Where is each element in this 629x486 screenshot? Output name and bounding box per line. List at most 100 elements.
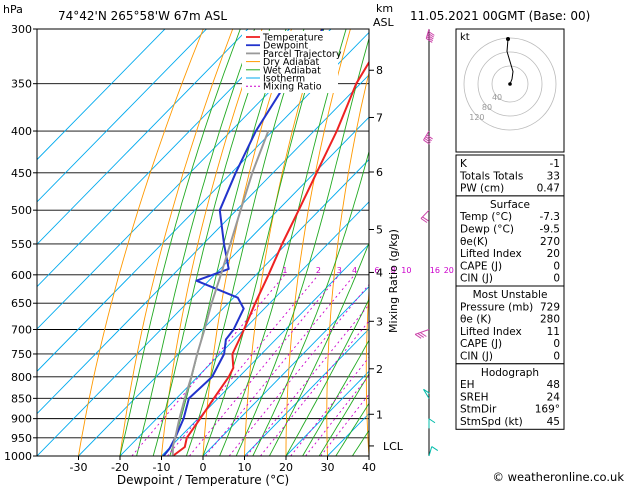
temperature-tick-label: 0 [200, 461, 207, 474]
wet-adiabat-line [152, 29, 271, 456]
km-tick-label: 7 [376, 111, 383, 124]
dry-adiabat-line [244, 29, 322, 456]
temperature-tick-label: 40 [362, 461, 376, 474]
mixing-ratio-label: 1 [282, 266, 287, 275]
isotherm-line [37, 116, 369, 456]
isotherm-line [37, 29, 166, 161]
index-label: CAPE (J) [460, 260, 502, 272]
index-value: 24 [547, 391, 561, 403]
pressure-tick-label: 1000 [4, 450, 32, 463]
temperature-tick-label: -20 [111, 461, 129, 474]
asl-label: ASL [373, 16, 395, 29]
index-label: Lifted Index [460, 248, 522, 260]
index-value: 280 [540, 314, 560, 326]
dewpoint-line [162, 29, 324, 456]
dry-adiabat-line [285, 29, 351, 456]
mixing-ratio-line [305, 374, 369, 456]
index-label: Pressure (mb) [460, 301, 533, 313]
section-title: Surface [490, 199, 530, 211]
pressure-tick-label: 550 [11, 238, 32, 251]
legend-entry: Temperature [262, 33, 323, 44]
index-value: 0 [553, 351, 560, 363]
legend-entry: Isotherm [263, 74, 305, 85]
index-value: 45 [547, 416, 560, 428]
wet-adiabat-line [235, 36, 369, 456]
pressure-tick-label: 950 [11, 432, 32, 445]
index-label: CIN (J) [460, 351, 493, 363]
wet-adiabat-line [285, 298, 369, 456]
plot-frame [36, 28, 370, 457]
wind-barb [428, 446, 439, 457]
pressure-tick-label: 450 [11, 167, 32, 180]
wet-adiabat-line [119, 29, 241, 456]
index-label: Lifted Index [460, 326, 522, 338]
mixing-ratio-label: 3 [337, 266, 342, 275]
index-label: θe(K) [460, 236, 488, 248]
km-tick-label: 8 [376, 64, 383, 77]
grid-lines [37, 29, 369, 456]
mixing-ratio-line [290, 356, 369, 456]
wet-adiabats [119, 29, 369, 456]
km-tick-label: 6 [376, 166, 383, 179]
pressure-tick-label: 350 [11, 78, 32, 91]
hodograph-unit: kt [460, 32, 470, 43]
km-axis: 8 7 6 5 4 3 2 1 LCL [369, 64, 404, 453]
hodograph-ring-label: 120 [469, 113, 484, 122]
isotherm-line [37, 29, 249, 245]
indices-panel: K -1 Totals Totals 33 PW (cm) 0.47 SurfaceTemp… [455, 154, 565, 430]
temperature-tick-label: -30 [70, 461, 88, 474]
dry-adiabat-line [202, 29, 292, 456]
wet-adiabat-line [269, 241, 369, 456]
index-label: PW (cm) [460, 183, 504, 195]
hodograph-ring [463, 37, 557, 131]
wet-adiabat-line [202, 29, 325, 456]
wet-adiabat-line [136, 29, 256, 456]
index-label: StmSpd (kt) [460, 416, 523, 428]
isotherm-line [161, 243, 369, 456]
indices-box [455, 154, 565, 197]
index-value: 270 [540, 236, 560, 248]
mixing-ratio-axis-label: Mixing Ratio (g/kg) [387, 229, 400, 333]
km-tick-label: 3 [376, 315, 383, 328]
credit: © weatheronline.co.uk [492, 470, 624, 484]
mixing-ratio-line [246, 303, 369, 456]
km-tick-label: 5 [376, 223, 383, 236]
dry-adiabat-line [326, 70, 369, 456]
pressure-tick-label: 800 [11, 371, 32, 384]
mixing-ratio-line [260, 320, 369, 456]
legend-entry: Parcel Trajectory [263, 49, 342, 60]
temperature-tick-label: -10 [153, 461, 171, 474]
mixing-ratio-label: 6 [374, 266, 379, 275]
index-label: Totals Totals [459, 170, 523, 182]
mixing-ratio-label: 8 [391, 266, 396, 275]
mixing-ratio-line [205, 274, 355, 456]
km-tick-label: 1 [376, 408, 383, 421]
mixing-ratio-line [167, 274, 319, 456]
km-label: km [376, 2, 393, 15]
indices-box [455, 363, 565, 430]
index-label: EH [460, 379, 475, 391]
isotherm-line [37, 31, 369, 372]
index-value: -9.5 [540, 224, 561, 236]
dry-adiabat-line [365, 284, 369, 456]
km-tick-label: 4 [376, 266, 383, 279]
hodograph-frame [455, 28, 565, 153]
index-label: SREH [460, 391, 489, 403]
pressure-tick-label: 650 [11, 297, 32, 310]
index-value: 11 [547, 326, 560, 338]
isotherm-line [202, 285, 369, 456]
legend-entry: Dewpoint [263, 41, 308, 52]
dry-adiabat-line [161, 29, 263, 456]
isotherm-line [78, 158, 369, 456]
index-label: K [460, 158, 468, 170]
temperature-tick-label: 30 [321, 461, 335, 474]
pressure-tick-label: 500 [11, 204, 32, 217]
indices-box [455, 195, 565, 287]
index-value: 48 [547, 379, 560, 391]
isotherm-line [37, 29, 208, 203]
dry-adiabat-line [405, 29, 439, 456]
wind-barb [420, 209, 430, 223]
wet-adiabat-line [185, 29, 305, 456]
wet-adiabat-line [252, 149, 369, 456]
